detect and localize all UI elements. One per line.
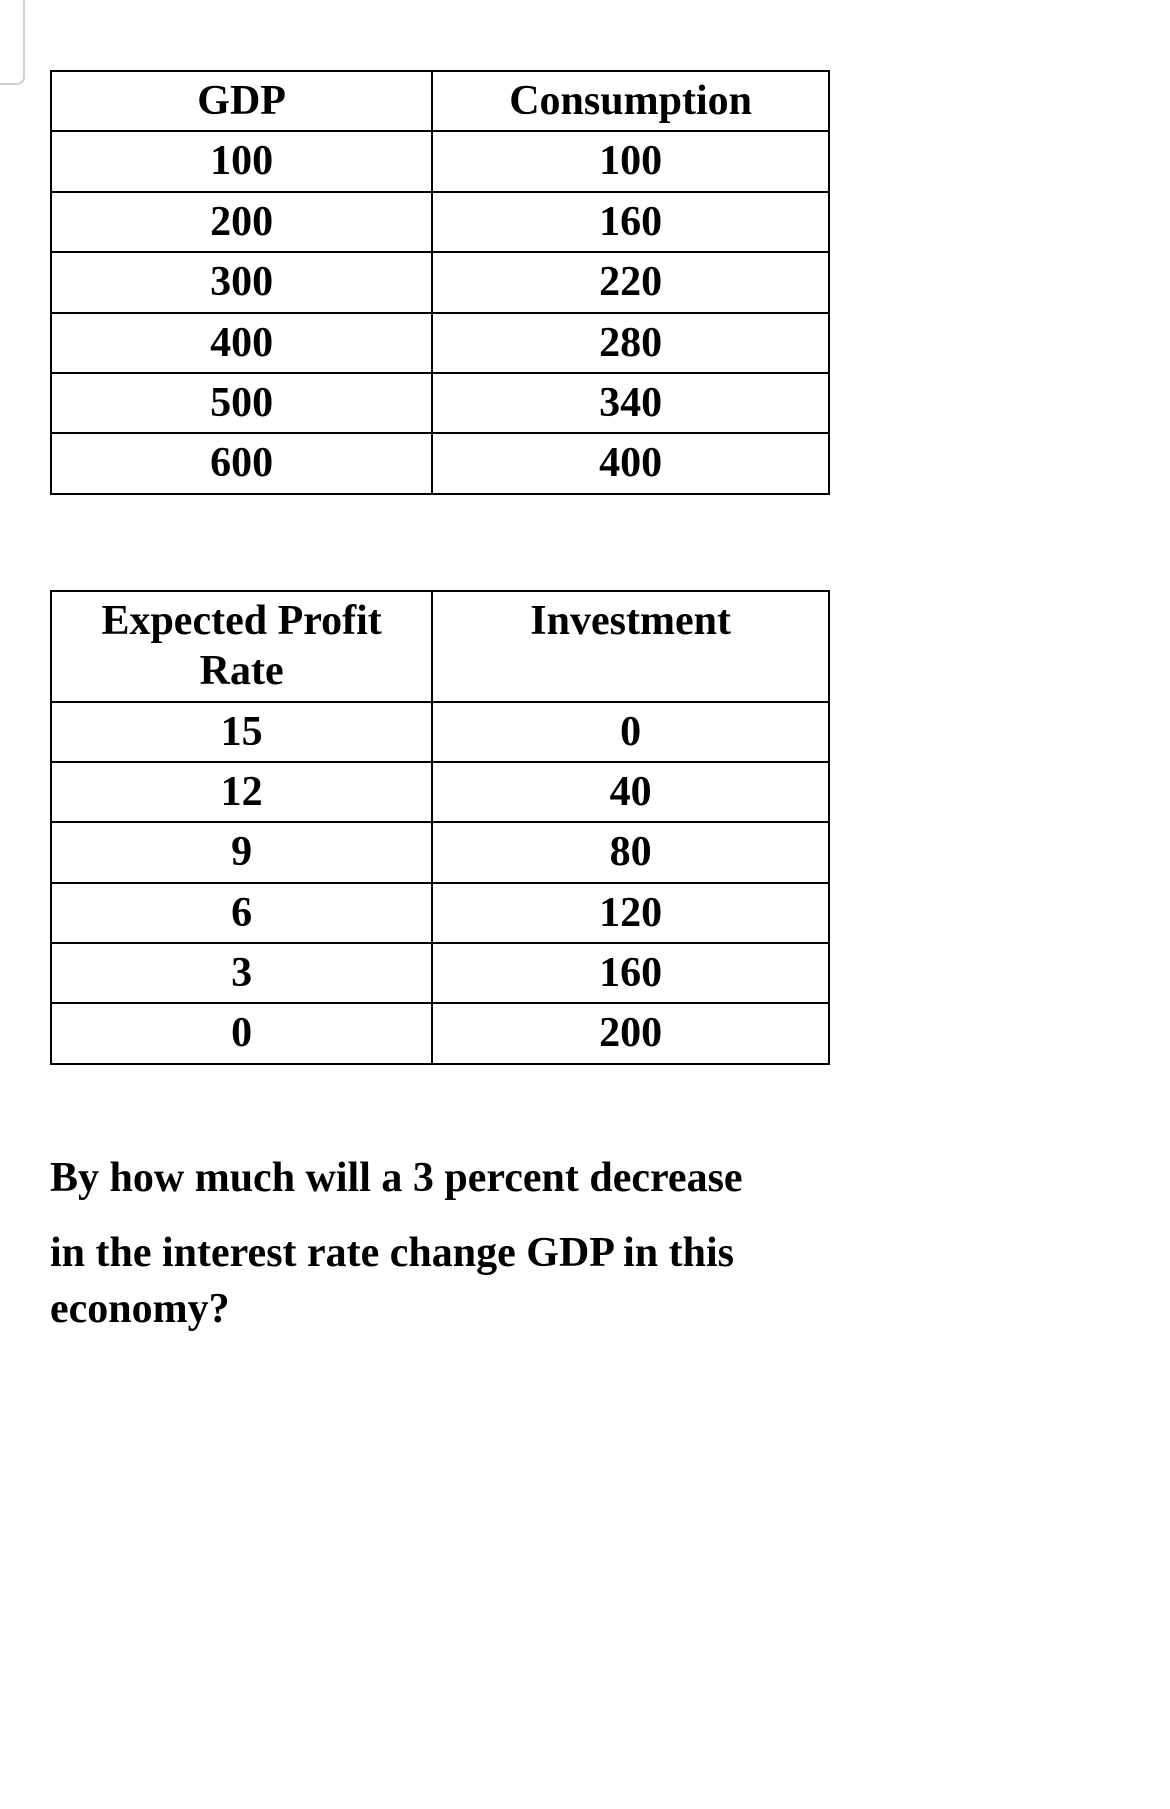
table-cell: 200 (51, 192, 432, 252)
table-cell: 0 (432, 702, 829, 762)
table-cell: 80 (432, 822, 829, 882)
table-cell: 6 (51, 883, 432, 943)
table-row: 100 100 (51, 131, 829, 191)
table-row: 200 160 (51, 192, 829, 252)
table-row: 300 220 (51, 252, 829, 312)
table-row: 9 80 (51, 822, 829, 882)
table-cell: 600 (51, 433, 432, 493)
table-cell: 220 (432, 252, 829, 312)
table-cell: 3 (51, 943, 432, 1003)
table-header-profit-rate: Expected Profit Rate (51, 591, 432, 702)
table-row: 400 280 (51, 313, 829, 373)
table-row: 0 200 (51, 1003, 829, 1063)
question-line-1: By how much will a 3 percent decrease (50, 1150, 840, 1207)
table-cell: 280 (432, 313, 829, 373)
question-line-2: in the interest rate change GDP in this … (50, 1225, 840, 1338)
table-row: 12 40 (51, 762, 829, 822)
table-cell: 9 (51, 822, 432, 882)
table-cell: 0 (51, 1003, 432, 1063)
gdp-consumption-table: GDP Consumption 100 100 200 160 300 220 … (50, 70, 830, 495)
profit-investment-table: Expected Profit Rate Investment 15 0 12 … (50, 590, 830, 1065)
page-corner-decoration (0, 0, 25, 85)
table-cell: 100 (51, 131, 432, 191)
table-row: 3 160 (51, 943, 829, 1003)
table-cell: 400 (432, 433, 829, 493)
table-cell: 40 (432, 762, 829, 822)
table-cell: 15 (51, 702, 432, 762)
table-row: 600 400 (51, 433, 829, 493)
table-cell: 400 (51, 313, 432, 373)
table-cell: 160 (432, 192, 829, 252)
table-row: 15 0 (51, 702, 829, 762)
table-cell: 12 (51, 762, 432, 822)
table-row: 6 120 (51, 883, 829, 943)
table-header-consumption: Consumption (432, 71, 829, 131)
table-cell: 200 (432, 1003, 829, 1063)
table-cell: 340 (432, 373, 829, 433)
question-text: By how much will a 3 percent decrease in… (50, 1150, 840, 1338)
table-cell: 100 (432, 131, 829, 191)
table-cell: 160 (432, 943, 829, 1003)
table-cell: 500 (51, 373, 432, 433)
table-header-gdp: GDP (51, 71, 432, 131)
table-header-row: GDP Consumption (51, 71, 829, 131)
table-row: 500 340 (51, 373, 829, 433)
table-cell: 120 (432, 883, 829, 943)
table-header-row: Expected Profit Rate Investment (51, 591, 829, 702)
table-header-investment: Investment (432, 591, 829, 702)
table-cell: 300 (51, 252, 432, 312)
